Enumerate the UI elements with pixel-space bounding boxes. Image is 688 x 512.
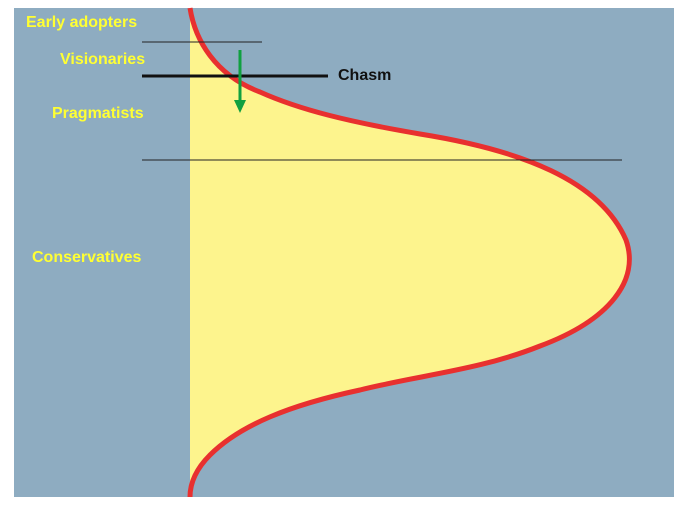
segment-label: Conservatives — [32, 249, 141, 266]
segment-label: Visionaries — [60, 51, 145, 68]
segment-label: Early adopters — [26, 14, 137, 31]
arrow-head — [234, 100, 246, 113]
chasm-label: Chasm — [338, 67, 391, 84]
adoption-curve — [187, 7, 632, 498]
segment-label: Pragmatists — [52, 105, 144, 122]
adoption-area — [190, 8, 630, 497]
